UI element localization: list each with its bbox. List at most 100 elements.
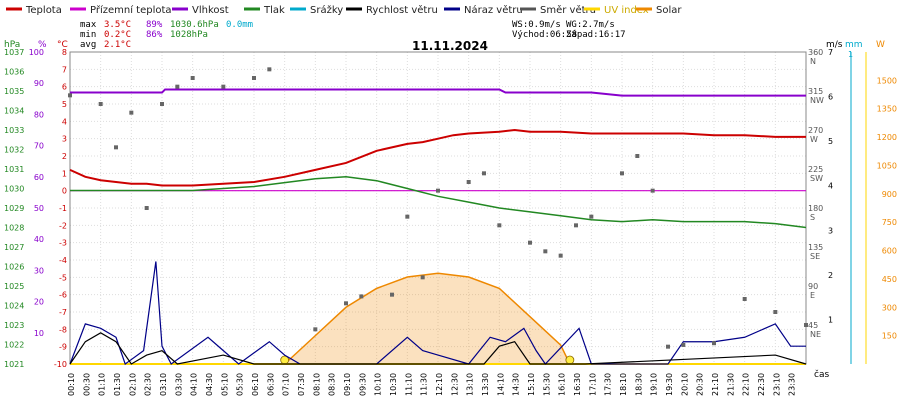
axis-time-tick: 16:30: [573, 373, 582, 396]
axis-degc-unit: °C: [57, 40, 68, 50]
dir-point: [773, 310, 778, 314]
axis-time-tick: 11:30: [420, 373, 429, 396]
dir-point: [390, 292, 394, 297]
dir-point: [436, 188, 440, 193]
axis-w-tick: 750: [882, 218, 897, 227]
wind-ws: WS:0.9m/s: [512, 20, 561, 30]
dir-point: [543, 249, 548, 254]
axis-dir-label: E: [810, 291, 815, 300]
axis-ms-tick: 5: [828, 137, 833, 146]
axis-time-tick: 23:10: [772, 373, 781, 396]
dir-point: [650, 188, 655, 193]
axis-hpa-tick: 1021: [4, 360, 24, 369]
dir-point: [574, 223, 578, 228]
series-pressure: [70, 176, 807, 229]
axis-w-unit: W: [876, 40, 885, 50]
axis-degc-tick: 8: [62, 48, 67, 57]
axis-dir-tick: 45: [808, 321, 818, 330]
axis-dir-label: SW: [810, 174, 823, 183]
axis-ms-tick: 4: [828, 182, 833, 191]
axis-w-tick: 450: [882, 275, 897, 284]
axis-degc-tick: -1: [59, 204, 67, 213]
axis-time-tick: 18:30: [634, 373, 643, 396]
stat-max-pres: 1030.6hPa: [170, 20, 219, 30]
dir-point: [129, 110, 134, 115]
stat-max-hum: 89%: [146, 20, 163, 30]
stat-min-label: min: [80, 30, 96, 40]
stat-min-temp: 0.2°C: [104, 30, 131, 40]
dir-point: [160, 102, 164, 106]
axis-w-tick: 300: [882, 303, 897, 312]
dir-point: [344, 301, 348, 306]
axis-ms-tick: 3: [828, 226, 833, 235]
axis-dir-label: S: [810, 213, 815, 222]
dir-point: [252, 76, 256, 80]
axis-hpa-tick: 1032: [4, 146, 24, 155]
dir-point: [420, 275, 425, 280]
axis-hpa-tick: 1029: [4, 204, 24, 213]
axis-pct-tick: 50: [34, 204, 44, 213]
dir-point: [144, 206, 149, 210]
axis-time-tick: 14:10: [496, 373, 505, 396]
axis-time-tick: 09:30: [358, 373, 367, 396]
axis-time-tick: 05:30: [236, 373, 245, 396]
axis-hpa-tick: 1034: [4, 107, 24, 116]
stat-max-temp: 3.5°C: [104, 20, 131, 30]
axis-w-tick: 1350: [877, 105, 897, 114]
axis-time-tick: 21:10: [711, 373, 720, 396]
dir-point: [804, 323, 808, 327]
axis-time-tick: 04:10: [190, 373, 199, 396]
axis-time-tick: 14:30: [512, 373, 521, 396]
series-solar: [282, 272, 572, 365]
axis-degc-tick: 4: [62, 117, 67, 126]
axis-time-tick: 21:30: [726, 373, 735, 396]
dir-point: [68, 93, 72, 98]
legend-label-1: Přízemní teplota: [90, 4, 172, 16]
dir-point: [114, 145, 118, 150]
axis-time-tick: 16:10: [558, 373, 567, 396]
axis-degc-tick: 1: [62, 169, 67, 178]
axis-pct-tick: 10: [34, 329, 44, 338]
legend-label-7: Směr větru: [540, 4, 596, 16]
dir-point: [405, 214, 410, 219]
axis-hpa-tick: 1026: [4, 263, 24, 272]
stat-min-pres: 1028hPa: [170, 30, 208, 40]
axis-time-tick: 11:10: [404, 373, 413, 396]
axis-time-tick: 15:30: [542, 373, 551, 396]
dir-point: [589, 214, 594, 219]
axis-ms-tick: 7: [828, 48, 833, 57]
dir-point: [620, 171, 624, 176]
axis-degc-tick: -8: [59, 325, 67, 334]
axis-time-tick: 01:10: [98, 373, 107, 396]
wind-wg: WG:2.7m/s: [566, 20, 615, 30]
axis-hpa-tick: 1024: [4, 302, 24, 311]
axis-time-tick: 22:30: [757, 373, 766, 396]
axis-hpa-tick: 1023: [4, 321, 24, 330]
axis-time-tick: 12:10: [435, 373, 444, 396]
dir-point: [497, 223, 502, 228]
series-gust: [69, 261, 806, 365]
axis-degc-tick: -4: [59, 256, 67, 265]
axis-time-tick: 01:30: [113, 373, 122, 396]
axis-degc-tick: 6: [62, 83, 67, 92]
axis-pct-tick: 70: [34, 142, 44, 151]
dir-point: [558, 253, 563, 258]
axis-degc-tick: -5: [59, 273, 67, 282]
legend-label-2: Vlhkost: [192, 5, 229, 16]
axis-hpa-tick: 1035: [4, 87, 24, 96]
axis-dir-tick: 135: [808, 243, 823, 252]
dir-point: [681, 342, 686, 347]
axis-pct-tick: 90: [34, 79, 44, 88]
dir-point: [359, 294, 364, 299]
axis-time-tick: 04:30: [205, 373, 214, 396]
axis-dir-label: SE: [810, 252, 820, 261]
axis-hpa-tick: 1027: [4, 243, 24, 252]
axis-time-tick: 05:10: [220, 373, 229, 396]
axis-time-tick: 02:10: [128, 373, 137, 396]
dir-point: [313, 327, 318, 332]
axis-degc-tick: 3: [62, 135, 67, 144]
axis-w-tick: 1200: [877, 133, 897, 142]
dir-point: [666, 344, 670, 349]
legend-label-9: Solar: [656, 5, 682, 16]
